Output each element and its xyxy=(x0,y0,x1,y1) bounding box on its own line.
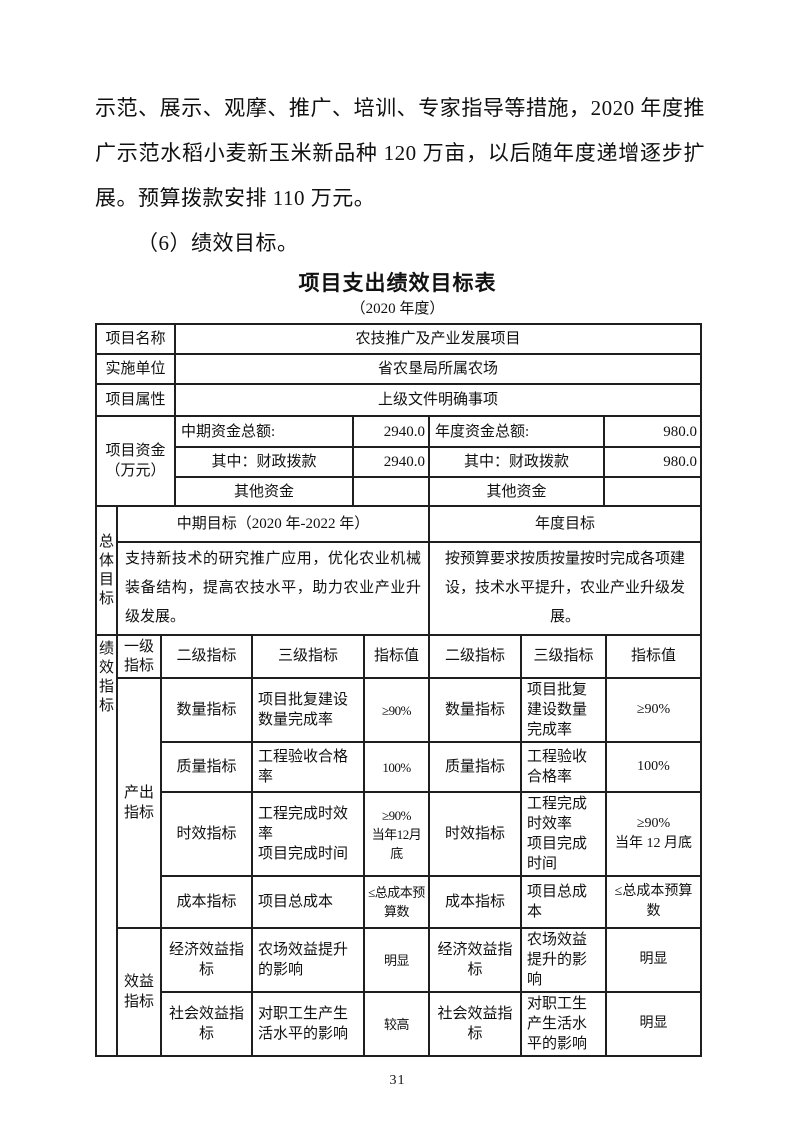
project-attr-label: 项目属性 xyxy=(95,383,176,417)
header-level1: 一级指标 xyxy=(116,634,162,679)
cost-value-right: ≤总成本预算数 xyxy=(605,875,702,929)
year-fiscal-value: 980.0 xyxy=(603,446,702,478)
mid-goal-header: 中期目标（2020 年-2022 年） xyxy=(116,505,430,543)
funding-label: 项目资金（万元） xyxy=(95,415,176,507)
overall-goal-table: 总体目标 中期目标（2020 年-2022 年） 年度目标 支持新技术的研究推广… xyxy=(95,505,702,636)
header-level3-right: 三级指标 xyxy=(520,634,607,679)
performance-label: 绩效指标 xyxy=(95,634,118,1057)
social-l3-left: 对职工生产生活水平的影响 xyxy=(251,991,365,1057)
mid-total-label: 中期资金总额: xyxy=(174,415,354,448)
social-value-left: 较高 xyxy=(363,991,430,1057)
table-row: 绩效指标 一级指标 二级指标 三级指标 指标值 二级指标 三级指标 指标值 xyxy=(95,634,702,1057)
project-name-label: 项目名称 xyxy=(95,323,176,355)
timeliness-l3-right: 工程完成时效率 项目完成时间 xyxy=(520,791,607,877)
quality-l3-right: 工程验收合格率 xyxy=(520,741,607,793)
table-row: 时效指标 工程完成时效率 项目完成时间 ≥90% 当年12月底 时效指标 工程完… xyxy=(96,791,702,877)
info-table: 项目名称 农技推广及产业发展项目 实施单位 省农垦局所属农场 项目属性 上级文件… xyxy=(95,323,702,417)
paragraph-line-1: 示范、展示、观摩、推广、培训、专家指导等措施，2020 年度推 xyxy=(95,96,705,120)
table-row: 项目资金（万元） 中期资金总额: 2940.0 年度资金总额: 980.0 xyxy=(95,415,702,507)
output-indicator-label: 产出指标 xyxy=(116,677,162,929)
economic-l2-right: 经济效益指标 xyxy=(428,927,522,993)
table-row: 支持新技术的研究推广应用，优化农业机械装备结构，提高农技水平，助力农业产业升级发… xyxy=(96,541,702,636)
page-content: 示范、展示、观摩、推广、培训、专家指导等措施，2020 年度推 广示范水稻小麦新… xyxy=(95,96,705,1088)
economic-value-left: 明显 xyxy=(363,927,430,993)
economic-l3-left: 农场效益提升的影响 xyxy=(251,927,365,993)
table-row: 质量指标 工程验收合格率 100% 质量指标 工程验收合格率 100% xyxy=(96,741,702,793)
quantity-l2-right: 数量指标 xyxy=(428,677,522,743)
table-row: 总体目标 中期目标（2020 年-2022 年） 年度目标 xyxy=(95,505,702,636)
quantity-l3-right: 项目批复建设数量完成率 xyxy=(520,677,607,743)
project-name-value: 农技推广及产业发展项目 xyxy=(174,323,702,355)
social-l2-right: 社会效益指标 xyxy=(428,991,522,1057)
timeliness-l2-right: 时效指标 xyxy=(428,791,522,877)
timeliness-value-right: ≥90% 当年 12 月底 xyxy=(605,791,702,877)
social-l2-left: 社会效益指标 xyxy=(160,991,253,1057)
table-row: 实施单位 省农垦局所属农场 xyxy=(95,353,702,385)
year-other-label: 其他资金 xyxy=(428,476,605,507)
mid-other-label: 其他资金 xyxy=(174,476,354,507)
header-level2-right: 二级指标 xyxy=(428,634,522,679)
quantity-value-right: ≥90% xyxy=(605,677,702,743)
table-row: 社会效益指标 对职工生产生活水平的影响 较高 社会效益指标 对职工生产生活水平的… xyxy=(96,991,702,1057)
cost-value-left: ≤总成本预算数 xyxy=(363,875,430,929)
cost-l3-left: 项目总成本 xyxy=(251,875,365,929)
year-goal-header: 年度目标 xyxy=(428,505,702,543)
table-row: 项目属性 上级文件明确事项 xyxy=(95,383,702,417)
mid-total-value: 2940.0 xyxy=(352,415,430,448)
social-l3-right: 对职工生产生活水平的影响 xyxy=(520,991,607,1057)
mid-other-value xyxy=(352,476,430,507)
year-fiscal-label: 其中：财政拨款 xyxy=(428,446,605,478)
quality-l2-right: 质量指标 xyxy=(428,741,522,793)
quality-l2-left: 质量指标 xyxy=(160,741,253,793)
benefit-indicator-label: 效益指标 xyxy=(116,927,162,1057)
table-row: 成本指标 项目总成本 ≤总成本预算数 成本指标 项目总成本 ≤总成本预算数 xyxy=(96,875,702,929)
timeliness-l3-left: 工程完成时效率 项目完成时间 xyxy=(251,791,365,877)
header-level3-left: 三级指标 xyxy=(251,634,365,679)
economic-l2-left: 经济效益指标 xyxy=(160,927,253,993)
overall-goal-label: 总体目标 xyxy=(95,505,118,636)
cost-l3-right: 项目总成本 xyxy=(520,875,607,929)
mid-goal-text: 支持新技术的研究推广应用，优化农业机械装备结构，提高农技水平，助力农业产业升级发… xyxy=(116,541,430,636)
table-row: 产出指标 数量指标 项目批复建设数量完成率 ≥90% 数量指标 项目批复建设数量… xyxy=(96,677,702,929)
table-subtitle: （2020 年度） xyxy=(350,301,445,317)
quality-value-right: 100% xyxy=(605,741,702,793)
year-total-value: 980.0 xyxy=(603,415,702,448)
table-row: 效益指标 经济效益指标 农场效益提升的影响 明显 经济效益指标 农场效益提升的影… xyxy=(96,927,702,1057)
funding-table: 项目资金（万元） 中期资金总额: 2940.0 年度资金总额: 980.0 其中… xyxy=(95,415,702,507)
mid-fiscal-value: 2940.0 xyxy=(352,446,430,478)
year-other-value xyxy=(603,476,702,507)
header-value-right: 指标值 xyxy=(605,634,702,679)
mid-fiscal-label: 其中：财政拨款 xyxy=(174,446,354,478)
page-number: 31 xyxy=(389,1073,406,1088)
quantity-value-left: ≥90% xyxy=(363,677,430,743)
project-attr-value: 上级文件明确事项 xyxy=(174,383,702,417)
quality-value-left: 100% xyxy=(363,741,430,793)
economic-l3-right: 农场效益提升的影响 xyxy=(520,927,607,993)
quantity-l3-left: 项目批复建设数量完成率 xyxy=(251,677,365,743)
cost-l2-left: 成本指标 xyxy=(160,875,253,929)
economic-value-right: 明显 xyxy=(605,927,702,993)
paragraph-line-3: 展。预算拨款安排 110 万元。 xyxy=(95,186,376,210)
performance-table: 绩效指标 一级指标 二级指标 三级指标 指标值 二级指标 三级指标 指标值 产出… xyxy=(95,634,702,1057)
header-value-left: 指标值 xyxy=(363,634,430,679)
year-total-label: 年度资金总额: xyxy=(428,415,605,448)
paragraph-line-4: （6）绩效目标。 xyxy=(137,231,299,255)
table-row: 项目名称 农技推广及产业发展项目 xyxy=(95,323,702,355)
quality-l3-left: 工程验收合格率 xyxy=(251,741,365,793)
paragraph-line-2: 广示范水稻小麦新玉米新品种 120 万亩，以后随年度递增逐步扩 xyxy=(95,141,705,165)
year-goal-text: 按预算要求按质按量按时完成各项建设，技术水平提升，农业产业升级发展。 xyxy=(428,541,702,636)
table-row: 其他资金 其他资金 xyxy=(96,476,702,507)
header-level2-left: 二级指标 xyxy=(160,634,253,679)
timeliness-l2-left: 时效指标 xyxy=(160,791,253,877)
cost-l2-right: 成本指标 xyxy=(428,875,522,929)
table-row: 其中：财政拨款 2940.0 其中：财政拨款 980.0 xyxy=(96,446,702,478)
timeliness-value-left: ≥90% 当年12月底 xyxy=(363,791,430,877)
implement-unit-label: 实施单位 xyxy=(95,353,176,385)
implement-unit-value: 省农垦局所属农场 xyxy=(174,353,702,385)
quantity-l2-left: 数量指标 xyxy=(160,677,253,743)
table-title: 项目支出绩效目标表 xyxy=(298,271,497,295)
social-value-right: 明显 xyxy=(605,991,702,1057)
